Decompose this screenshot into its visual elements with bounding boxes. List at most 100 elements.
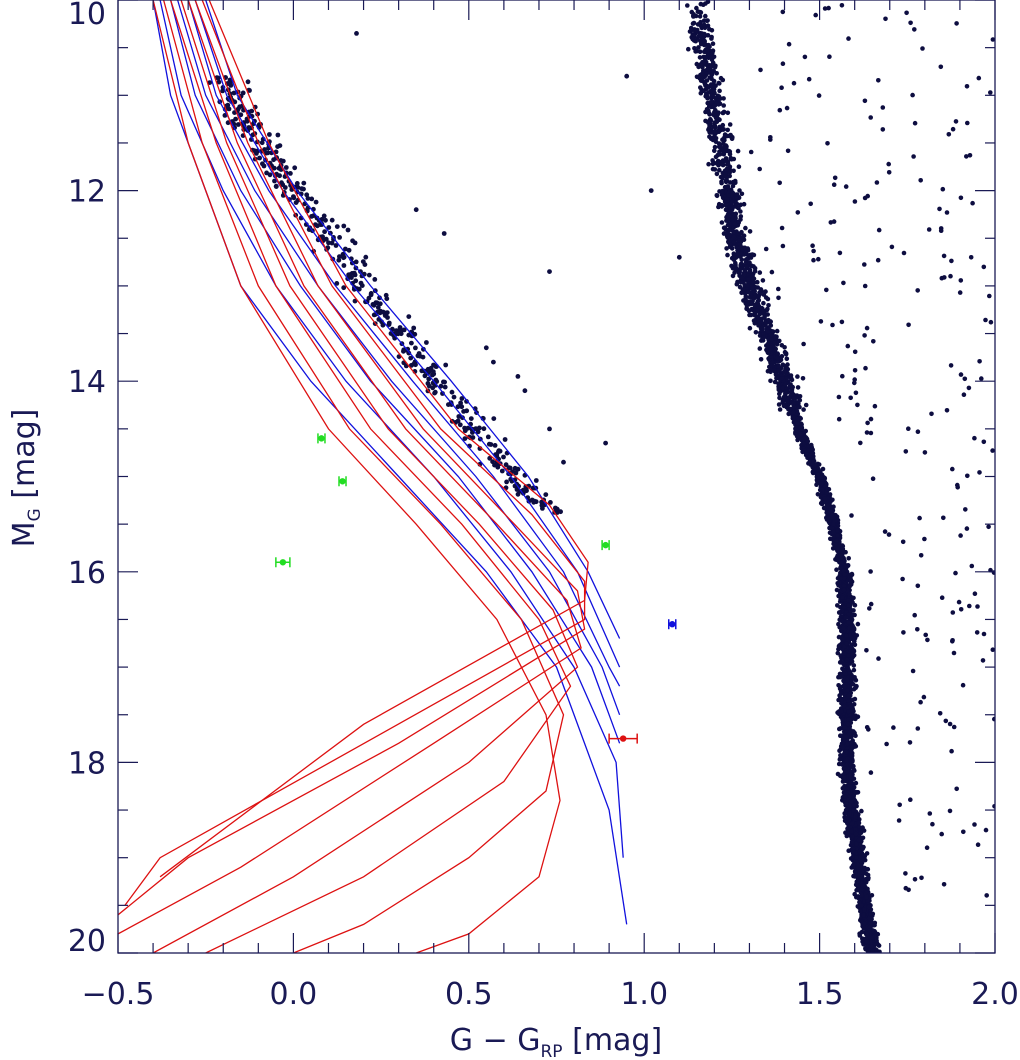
main-sequence-point (774, 355, 780, 361)
field-star-point (941, 515, 946, 521)
main-sequence-point (747, 325, 753, 331)
main-sequence-point (843, 696, 848, 701)
white-dwarf-point (483, 345, 489, 351)
field-star-point (949, 748, 954, 754)
main-sequence-point (714, 171, 720, 177)
main-sequence-point (717, 88, 722, 94)
white-dwarf-point (275, 144, 280, 150)
field-star-point (780, 61, 786, 66)
field-star-point (806, 76, 812, 82)
field-star-point (777, 180, 782, 186)
main-sequence-point (847, 591, 852, 597)
white-dwarf-point (441, 231, 447, 236)
main-sequence-point (843, 614, 849, 620)
main-sequence-point (723, 203, 729, 208)
main-sequence-point (787, 406, 793, 412)
white-dwarf-point (495, 464, 501, 470)
main-sequence-point (761, 300, 766, 306)
field-star-point (954, 21, 959, 26)
main-sequence-point (837, 617, 843, 623)
main-sequence-point (851, 626, 857, 631)
white-dwarf-point (295, 185, 301, 190)
main-sequence-point (845, 815, 850, 821)
main-sequence-point (828, 506, 833, 512)
main-sequence-point (768, 378, 773, 384)
field-star-point (831, 219, 837, 224)
main-sequence-point (697, 14, 703, 19)
main-sequence-point (725, 127, 730, 133)
field-star-point (904, 10, 909, 16)
main-sequence-point (856, 869, 862, 874)
field-star-point (964, 526, 970, 531)
field-star-point (813, 12, 818, 18)
main-sequence-point (847, 625, 852, 631)
main-sequence-point (865, 898, 870, 903)
main-sequence-point (874, 938, 879, 944)
main-sequence-point (840, 595, 845, 600)
highlighted-point-green (279, 559, 287, 566)
x-tick-label: 0.5 (445, 977, 493, 1012)
field-star-point (836, 416, 842, 422)
main-sequence-point (782, 345, 787, 350)
main-sequence-point (841, 583, 847, 589)
main-sequence-point (854, 633, 860, 638)
field-star-point (917, 515, 922, 521)
field-star-point (958, 195, 964, 201)
main-sequence-point (712, 148, 717, 153)
field-star-point (768, 135, 773, 140)
main-sequence-point (798, 431, 804, 437)
main-sequence-point (794, 434, 800, 439)
main-sequence-point (859, 929, 865, 935)
main-sequence-point (829, 525, 835, 531)
main-sequence-point (703, 55, 708, 60)
field-star-point (886, 170, 892, 175)
main-sequence-point (719, 220, 725, 225)
main-sequence-point (746, 277, 751, 282)
white-dwarf-point (293, 200, 299, 206)
field-star-point (876, 227, 882, 233)
main-sequence-point (864, 894, 869, 900)
white-dwarf-point (477, 425, 482, 431)
main-sequence-point (850, 709, 855, 714)
main-sequence-point (711, 90, 717, 95)
white-dwarf-point (352, 240, 358, 246)
main-sequence-point (758, 357, 764, 362)
main-sequence-point (704, 18, 710, 24)
field-star-point (957, 290, 963, 295)
main-sequence-point (706, 110, 712, 116)
main-sequence-point (713, 136, 719, 141)
main-sequence-point (779, 376, 785, 381)
white-dwarf-point (491, 416, 497, 421)
white-dwarf-point (380, 309, 386, 315)
white-dwarf-point (442, 379, 447, 385)
main-sequence-point (850, 651, 855, 657)
white-dwarf-point (326, 240, 331, 246)
y-axis-label: MG [mag] (7, 409, 45, 548)
white-dwarf-point (301, 186, 306, 192)
main-sequence-point (866, 904, 872, 910)
white-dwarf-point (502, 437, 508, 442)
main-sequence-point (797, 397, 803, 403)
field-star-point (826, 5, 831, 11)
main-sequence-point (842, 572, 848, 577)
main-sequence-point (755, 308, 760, 313)
white-dwarf-point (331, 237, 336, 242)
white-dwarf-point (366, 272, 372, 278)
field-star-point (938, 64, 944, 70)
main-sequence-point (835, 528, 840, 533)
isochrone-red (152, 0, 561, 953)
main-sequence-point (777, 395, 782, 401)
main-sequence-point (686, 46, 691, 52)
main-sequence-point (709, 28, 715, 33)
main-sequence-point (846, 709, 851, 715)
field-star-point (987, 293, 992, 299)
field-star-point (849, 513, 854, 518)
white-dwarf-point (543, 492, 549, 497)
white-dwarf-point (334, 224, 340, 230)
white-dwarf-point (514, 466, 520, 472)
main-sequence-point (851, 715, 857, 720)
main-sequence-point (831, 529, 836, 535)
main-sequence-point (834, 567, 839, 572)
y-tick-label: 16 (68, 556, 106, 591)
field-star-point (868, 416, 874, 422)
